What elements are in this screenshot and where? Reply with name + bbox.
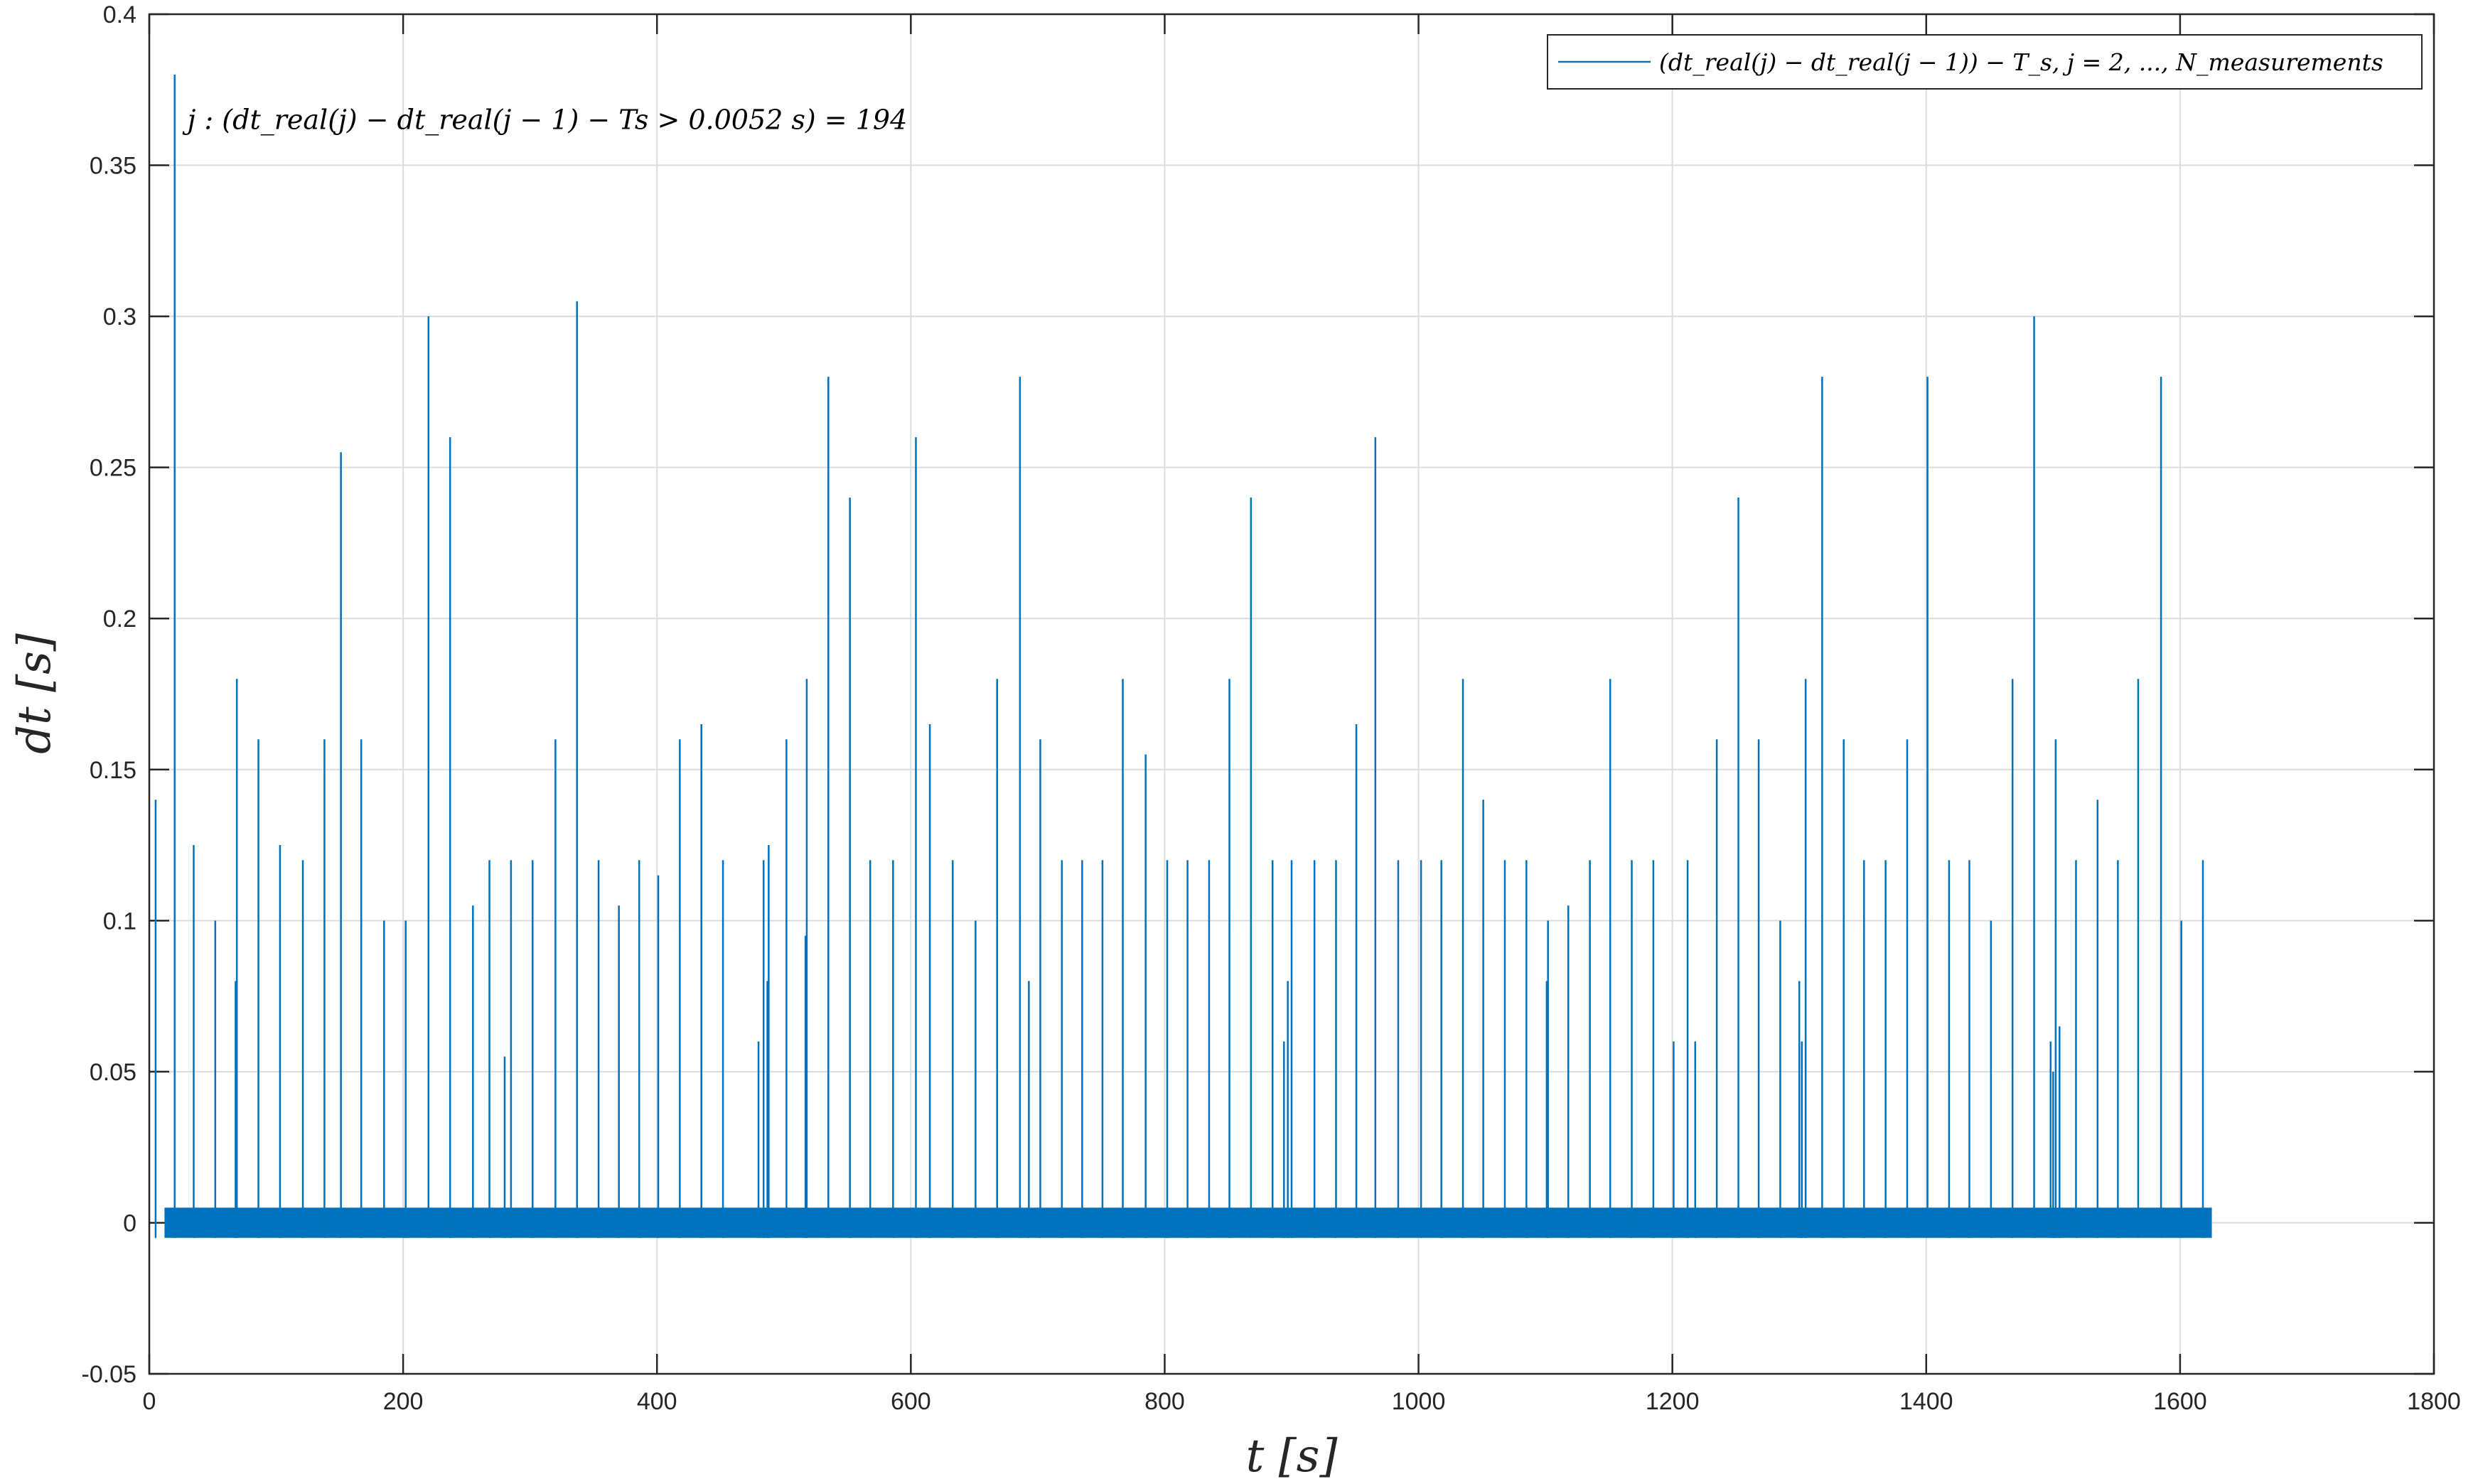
- y-tick-label: 0.35: [90, 153, 136, 180]
- y-axis-label: dt [s]: [9, 633, 61, 754]
- y-tick-label: 0.1: [103, 908, 136, 935]
- y-tick-label: 0.2: [103, 606, 136, 633]
- annotation-text: j : (dt_real(j) − dt_real(j − 1) − Ts > …: [183, 104, 908, 136]
- y-tick-label: 0: [123, 1210, 136, 1237]
- x-tick-label: 1600: [2153, 1388, 2207, 1415]
- data-series: [154, 75, 2212, 1238]
- y-tick-label: 0.15: [90, 757, 136, 784]
- y-tick-label: 0.3: [103, 303, 136, 330]
- x-tick-label: 600: [891, 1388, 931, 1415]
- plot-area: [148, 13, 2435, 1375]
- y-tick-label: -0.05: [82, 1361, 137, 1388]
- x-tick-label: 400: [637, 1388, 677, 1415]
- x-tick-label: 1200: [1646, 1388, 1700, 1415]
- tick-labels: 0 200 400 600 800 1000 1200 1400 1600 1800-0.0500…: [82, 1, 2461, 1415]
- x-tick-label: 800: [1144, 1388, 1185, 1415]
- x-tick-label: 0: [143, 1388, 156, 1415]
- x-tick-label: 1000: [1392, 1388, 1446, 1415]
- axis-ticks: [148, 13, 2435, 1375]
- x-tick-label: 1800: [2407, 1388, 2461, 1415]
- x-tick-label: 1400: [1899, 1388, 1953, 1415]
- legend: (dt_real(j) − dt_real(j − 1)) − T_s, j =…: [1547, 34, 2423, 90]
- y-tick-label: 0.05: [90, 1059, 136, 1086]
- x-tick-label: 200: [383, 1388, 424, 1415]
- x-axis-label: t [s]: [1246, 1430, 1339, 1483]
- y-tick-label: 0.4: [103, 1, 136, 28]
- y-tick-label: 0.25: [90, 455, 136, 482]
- legend-box: [1547, 34, 2423, 90]
- legend-entry: (dt_real(j) − dt_real(j − 1)) − T_s, j =…: [1659, 48, 2383, 77]
